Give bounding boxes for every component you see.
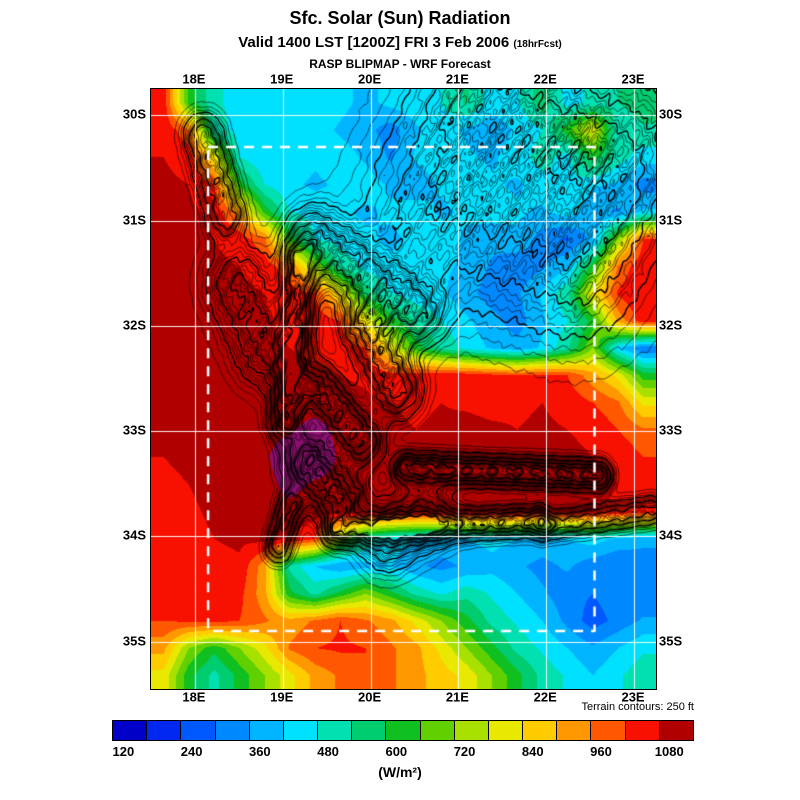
lat-tick-label-left: 30S [122,106,146,122]
chart-title: Sfc. Solar (Sun) Radiation [289,8,511,28]
colorbar-segment [659,721,693,740]
lon-tick-label-bottom: 18E [182,689,206,705]
colorbar-segment [591,721,626,740]
lat-tick-label-right: 34S [659,527,683,543]
colorbar-segment [488,721,524,740]
lon-tick-label-top: 22E [533,71,557,87]
lat-tick-label-left: 33S [122,422,146,438]
colorbar-segment [386,721,421,740]
colorbar-segment [454,721,489,740]
colorbar-segment [249,721,284,740]
lon-tick-label-top: 19E [270,71,294,87]
colorbar [112,720,694,741]
lat-tick-label-left: 32S [122,317,146,333]
colorbar-tick-label: 240 [180,744,203,759]
colorbar-segment [420,721,455,740]
terrain-note: Terrain contours: 250 ft [581,701,694,713]
lat-tick-label-right: 31S [659,212,683,228]
lat-tick-label-right: 30S [659,106,683,122]
colorbar-tick-label: 840 [521,744,544,759]
colorbar-segment [181,721,216,740]
lon-tick-label-top: 18E [182,71,206,87]
colorbar-tick-label: 360 [248,744,271,759]
lon-tick-label-bottom: 21E [445,689,469,705]
lat-tick-label-right: 33S [659,422,683,438]
colorbar-segment [318,721,353,740]
colorbar-segment [625,721,660,740]
radiation-heatmap-canvas [151,89,656,689]
lon-tick-label-top: 21E [445,71,469,87]
colorbar-tick-label: 600 [385,744,408,759]
lon-tick-label-bottom: 19E [270,689,294,705]
colorbar-tick-label: 1080 [654,744,684,759]
colorbar-tick-label: 960 [590,744,612,759]
colorbar-segment [215,721,250,740]
forecast-hour-label: (18hrFcst) [513,39,562,50]
colorbar-segment [113,721,148,740]
units-label: (W/m²) [378,764,422,780]
colorbar-tick-label: 720 [453,744,476,759]
valid-time-label: Valid 1400 LST [1200Z] FRI 3 Feb 2006 (1… [0,34,800,51]
model-label: RASP BLIPMAP - WRF Forecast [309,57,491,71]
lat-tick-label-left: 34S [122,527,146,543]
lat-tick-label-right: 32S [659,317,683,333]
colorbar-segment [557,721,592,740]
lon-tick-label-bottom: 23E [621,689,645,705]
colorbar-tick-label: 120 [112,744,135,759]
colorbar-segment [147,721,182,740]
lat-tick-label-left: 31S [122,212,146,228]
lon-tick-label-top: 20E [357,71,382,87]
lat-tick-label-right: 35S [659,633,683,649]
colorbar-tick-label: 480 [317,744,339,759]
colorbar-segment [283,721,319,740]
lon-tick-label-top: 23E [621,71,645,87]
map-plot [150,88,657,690]
colorbar-segment [523,721,558,740]
lon-tick-label-bottom: 22E [533,689,557,705]
lat-tick-label-left: 35S [122,633,146,649]
valid-time-text: Valid 1400 LST [1200Z] FRI 3 Feb 2006 [238,34,514,51]
lon-tick-label-bottom: 20E [357,689,382,705]
colorbar-segment [352,721,387,740]
